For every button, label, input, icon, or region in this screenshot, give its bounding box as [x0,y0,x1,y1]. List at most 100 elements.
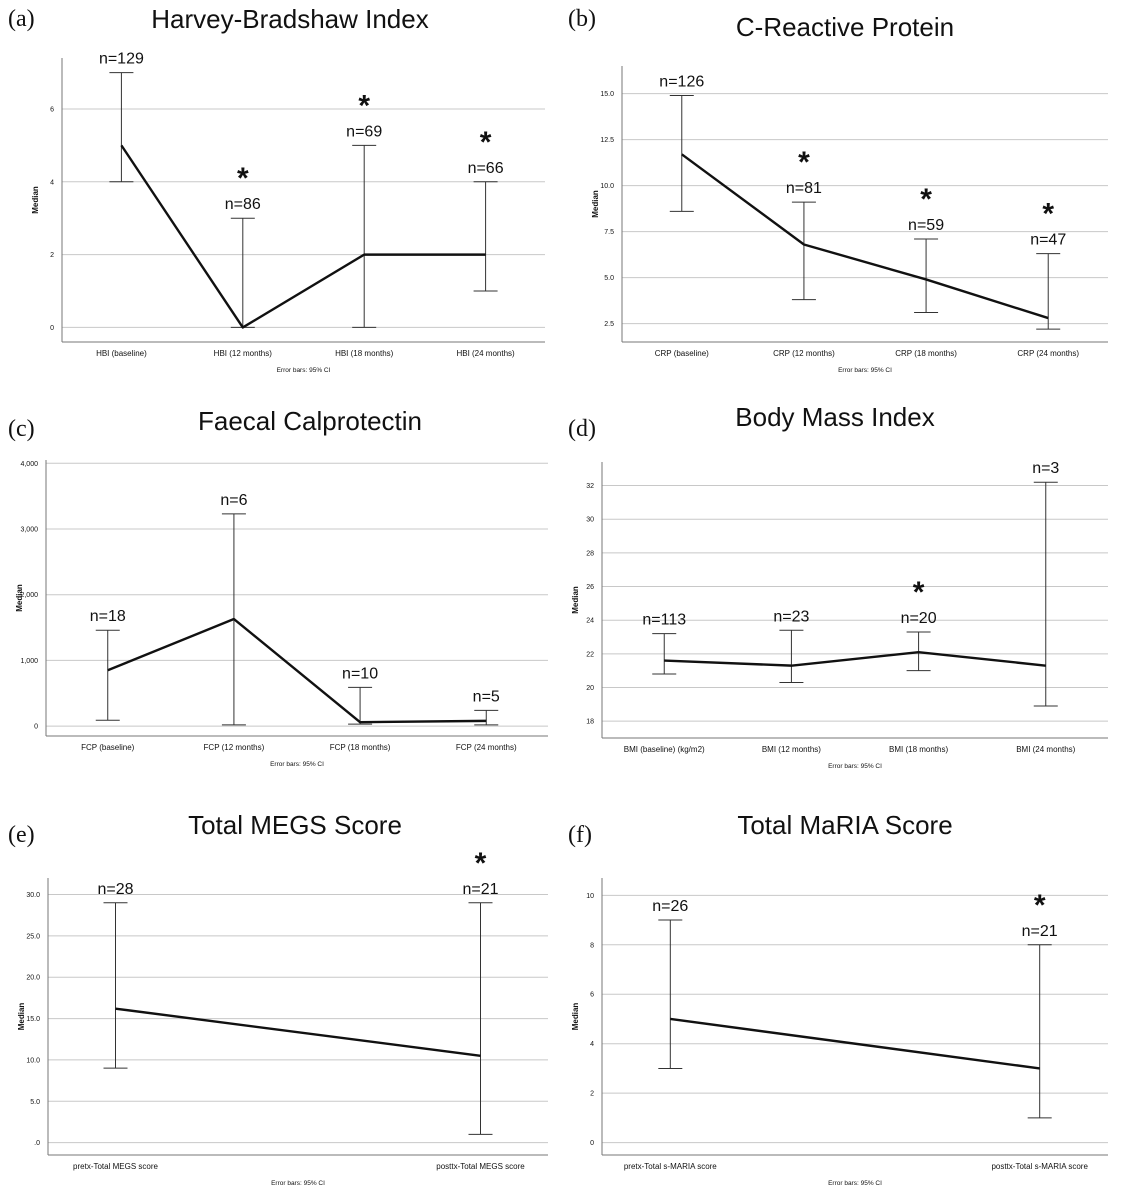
sample-size-label: n=20 [901,610,937,627]
y-tick-label: 2.5 [604,321,614,328]
chart-panel-c: (c) Faecal Calprotectin 0 1,000 2,000 3,000… [0,398,560,793]
panel-label: (d) [568,416,596,442]
significance-asterisk: * [475,847,487,880]
y-tick-label: 30.0 [26,892,40,899]
chart-title: Faecal Calprotectin [198,406,422,436]
significance-asterisk: * [913,576,925,609]
y-tick-label: 0 [50,325,54,332]
chart-panel-d: (d) Body Mass Index 18 20 22 24 26 28 30 32 Medi… [560,398,1127,793]
y-tick-label: 30 [586,517,594,524]
panel-label: (a) [8,6,35,32]
x-tick-label: CRP (12 months) [773,349,835,358]
y-tick-label: 10.0 [600,183,614,190]
chart-svg: .0 5.0 10.0 15.0 20.0 25.0 30.0 Median pretx-Tot… [17,847,548,1187]
y-tick-label: 10.0 [26,1057,40,1064]
y-tick-label: 20 [586,685,594,692]
sample-size-label: n=23 [773,608,809,625]
y-tick-label: 5.0 [30,1099,40,1106]
error-bar-footnote: Error bars: 95% CI [270,761,324,768]
median-series-line [120,144,486,329]
sample-size-label: n=129 [99,51,144,68]
sample-size-label: n=66 [468,160,504,177]
x-tick-label: BMI (12 months) [762,745,821,754]
median-series-line [681,153,1049,320]
chart-svg: 0 2 4 6 8 10 Median pretx-Total s-MARIA score po… [571,878,1108,1187]
panel-label: (b) [568,6,596,32]
y-axis-label: Median [591,190,600,218]
y-tick-label: 28 [586,550,594,557]
x-tick-label: FCP (12 months) [204,743,265,752]
chart-title: Body Mass Index [735,402,935,432]
y-tick-label: 22 [586,651,594,658]
y-tick-label: 18 [586,719,594,726]
chart-panel-b: (b) C-Reactive Protein 2.5 5.0 7.5 10.0 12.5… [560,0,1127,395]
chart-title: Harvey-Bradshaw Index [151,4,429,34]
significance-asterisk: * [1042,198,1054,231]
significance-asterisk: * [358,89,370,122]
y-tick-label: 4 [50,179,54,186]
x-tick-label: HBI (24 months) [456,349,515,358]
x-tick-label: BMI (baseline) (kg/m2) [624,745,705,754]
y-tick-label: 6 [590,992,594,999]
sample-size-label: n=5 [473,688,500,705]
y-tick-label: 1,000 [20,658,38,665]
x-tick-label: pretx-Total s-MARIA score [624,1162,717,1171]
y-axis-label: Median [15,584,24,612]
sample-size-label: n=26 [652,898,688,915]
x-tick-label: BMI (24 months) [1016,745,1075,754]
significance-asterisk: * [480,126,492,159]
y-tick-label: 4,000 [20,461,38,468]
chart-svg: 2.5 5.0 7.5 10.0 12.5 15.0 Median CRP (baseline… [591,66,1108,374]
x-tick-label: CRP (18 months) [895,349,957,358]
y-tick-label: .0 [34,1140,40,1147]
x-tick-label: CRP (24 months) [1017,349,1079,358]
y-axis-label: Median [571,586,580,614]
y-tick-label: 2,000 [20,592,38,599]
x-tick-label: HBI (baseline) [96,349,147,358]
chart-panel-f: (f) Total MaRIA Score 0 2 4 6 8 10 Median pretx… [560,800,1127,1198]
median-series-line [115,1007,481,1057]
sample-size-label: n=86 [225,196,261,213]
chart-title: Total MaRIA Score [737,810,953,840]
error-bar-footnote: Error bars: 95% CI [828,1180,882,1187]
y-tick-label: 3,000 [20,527,38,534]
x-tick-label: pretx-Total MEGS score [73,1162,158,1171]
x-tick-label: CRP (baseline) [655,349,709,358]
y-tick-label: 26 [586,584,594,591]
chart-title: Total MEGS Score [188,810,402,840]
chart-svg: 0 2 4 6 Median HBI (baseline) HBI (12 months) H… [31,51,545,374]
chart-title: C-Reactive Protein [735,12,955,42]
error-bar-footnote: Error bars: 95% CI [828,763,882,770]
y-tick-label: 32 [586,483,594,490]
y-tick-label: 0 [590,1140,594,1147]
significance-asterisk: * [237,162,249,195]
sample-size-label: n=126 [659,73,704,90]
y-tick-label: 12.5 [600,137,614,144]
y-tick-label: 2 [590,1091,594,1098]
x-tick-label: posttx-Total MEGS score [436,1162,525,1171]
sample-size-label: n=10 [342,665,378,682]
sample-size-label: n=6 [220,492,247,509]
y-tick-label: 10 [586,893,594,900]
sample-size-label: n=81 [786,180,822,197]
sample-size-label: n=47 [1030,232,1066,249]
median-series-line [670,1017,1040,1070]
significance-asterisk: * [920,183,932,216]
sample-size-label: n=21 [1022,923,1058,940]
sample-size-label: n=18 [90,608,126,625]
error-bar-footnote: Error bars: 95% CI [277,367,331,374]
x-tick-label: HBI (12 months) [214,349,273,358]
significance-asterisk: * [798,146,810,179]
x-tick-label: HBI (18 months) [335,349,394,358]
sample-size-label: n=59 [908,217,944,234]
x-tick-label: posttx-Total s-MARIA score [991,1162,1088,1171]
y-tick-label: 25.0 [26,933,40,940]
x-tick-label: FCP (baseline) [81,743,135,752]
y-tick-label: 20.0 [26,975,40,982]
y-tick-label: 2 [50,252,54,259]
chart-panel-e: (e) Total MEGS Score .0 5.0 10.0 15.0 20.0 25… [0,800,560,1198]
y-axis-label: Median [31,186,40,214]
y-tick-label: 6 [50,106,54,113]
sample-size-label: n=28 [97,881,133,898]
y-tick-label: 5.0 [604,275,614,282]
